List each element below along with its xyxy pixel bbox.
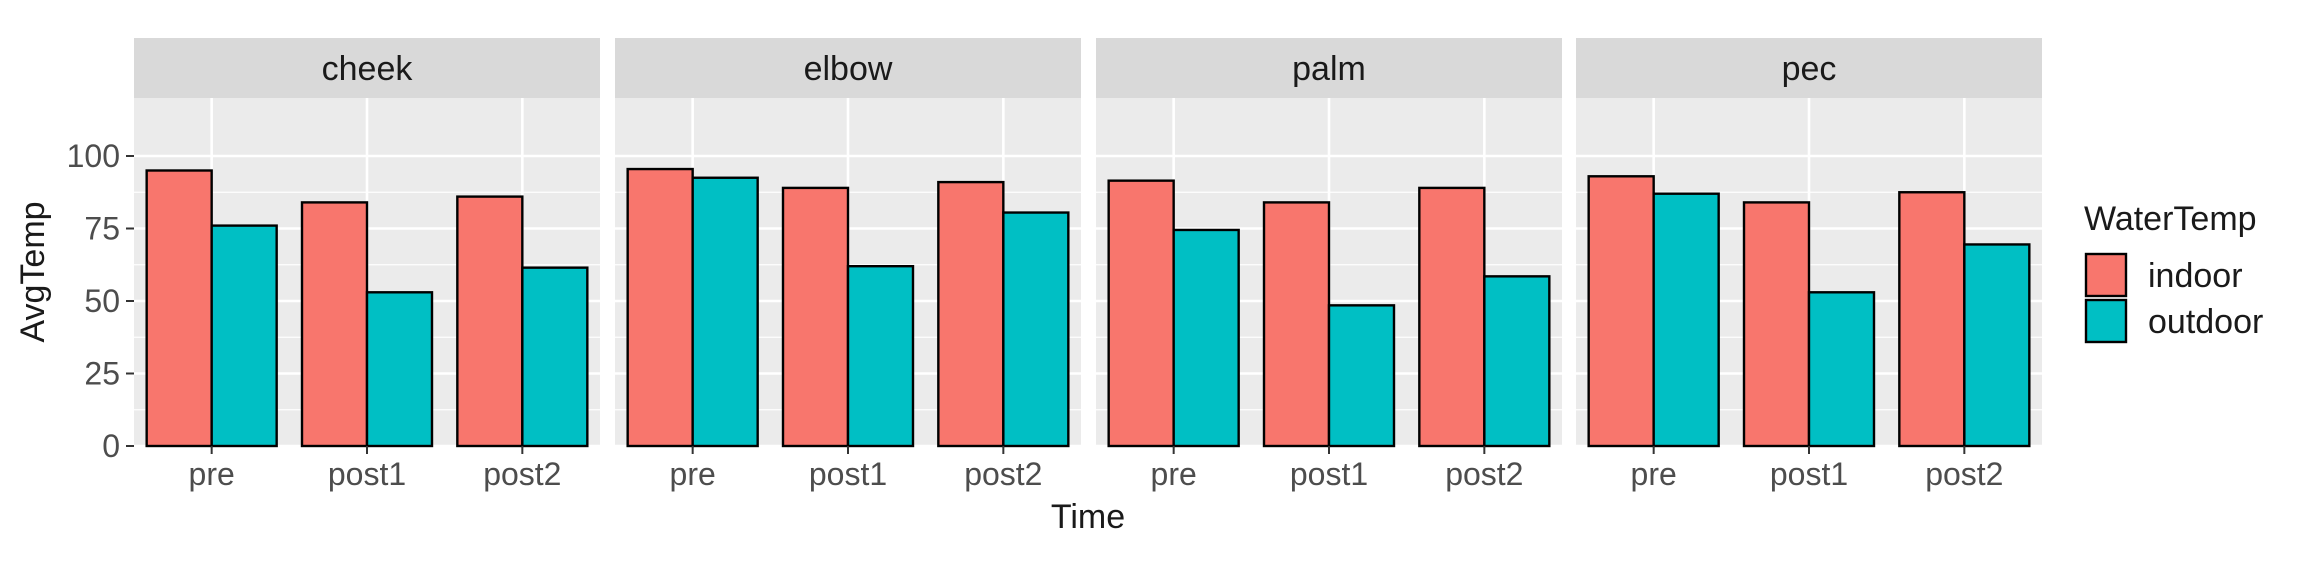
- bar-elbow-post2-outdoor: [1002, 211, 1070, 448]
- bar-cheek-pre-outdoor: [210, 224, 278, 448]
- x-tick-label: post1: [328, 456, 406, 492]
- bar-palm-post2-indoor: [1418, 186, 1486, 448]
- bar-palm-post1-outdoor: [1327, 304, 1396, 448]
- facet-strip: [615, 38, 1081, 98]
- facet-panel-cheek: cheek pre post1 post2: [134, 38, 600, 492]
- bar-pec-pre-indoor: [1587, 175, 1655, 448]
- x-tick-label: post1: [1770, 456, 1848, 492]
- y-tick-label: 50: [84, 283, 120, 319]
- bar-pec-post2-outdoor: [1963, 243, 2031, 448]
- y-tick-label: 75: [84, 211, 120, 247]
- bar-palm-pre-outdoor: [1172, 228, 1240, 448]
- x-tick-label: pre: [1631, 456, 1677, 492]
- legend-key-outdoor: [2084, 298, 2128, 344]
- bar-elbow-pre-outdoor: [691, 176, 759, 448]
- facet-panel-elbow: elbow pre post1 post2: [615, 38, 1081, 492]
- x-tick-label: post2: [1925, 456, 2003, 492]
- legend-title: WaterTemp: [2084, 200, 2257, 238]
- facet-strip: [1576, 38, 2042, 98]
- bar-elbow-post1-outdoor: [846, 265, 915, 448]
- x-tick-label: post1: [809, 456, 887, 492]
- bar-cheek-pre-indoor: [145, 169, 213, 448]
- bar-elbow-post1-indoor: [781, 186, 850, 448]
- x-tick-label: post2: [964, 456, 1042, 492]
- bar-cheek-post1-outdoor: [365, 291, 434, 448]
- legend: WaterTemp indoor outdoor: [2084, 200, 2263, 344]
- bar-elbow-post2-indoor: [937, 180, 1005, 448]
- facet-strip-label: elbow: [804, 50, 893, 88]
- bar-pec-post2-indoor: [1898, 191, 1966, 448]
- y-axis: 0 25 50 75 100: [67, 138, 134, 464]
- bar-palm-post2-outdoor: [1483, 275, 1551, 448]
- legend-key-indoor: [2084, 252, 2128, 298]
- x-tick-label: pre: [189, 456, 235, 492]
- facet-strip-label: palm: [1292, 50, 1366, 88]
- x-tick-label: post2: [483, 456, 561, 492]
- legend-label-indoor: indoor: [2148, 257, 2243, 295]
- bar-pec-pre-outdoor: [1652, 192, 1720, 448]
- y-tick-label: 0: [102, 428, 120, 464]
- bar-pec-post1-indoor: [1742, 201, 1811, 448]
- bar-palm-pre-indoor: [1107, 179, 1175, 448]
- x-tick-label: post2: [1445, 456, 1523, 492]
- bar-palm-post1-indoor: [1262, 201, 1331, 448]
- facet-strip: [134, 38, 600, 98]
- facet-strip-label: cheek: [322, 50, 414, 88]
- y-tick-label: 100: [67, 138, 120, 174]
- x-tick-label: pre: [1151, 456, 1197, 492]
- x-axis-title: Time: [1051, 498, 1125, 536]
- facet-panel-palm: palm pre post1 post2: [1096, 38, 1562, 492]
- x-tick-label: post1: [1290, 456, 1368, 492]
- legend-label-outdoor: outdoor: [2148, 303, 2263, 341]
- y-tick-label: 25: [84, 356, 120, 392]
- y-axis-title: AvgTemp: [14, 201, 52, 342]
- bar-cheek-post2-outdoor: [521, 266, 589, 448]
- bar-elbow-pre-indoor: [626, 167, 694, 448]
- facet-panel-pec: pec pre post1 post2: [1576, 38, 2042, 492]
- facet-strip: [1096, 38, 1562, 98]
- facet-strip-label: pec: [1782, 50, 1837, 88]
- x-tick-label: pre: [670, 456, 716, 492]
- bar-cheek-post1-indoor: [300, 201, 369, 448]
- bar-cheek-post2-indoor: [456, 195, 524, 448]
- bar-pec-post1-outdoor: [1807, 291, 1876, 448]
